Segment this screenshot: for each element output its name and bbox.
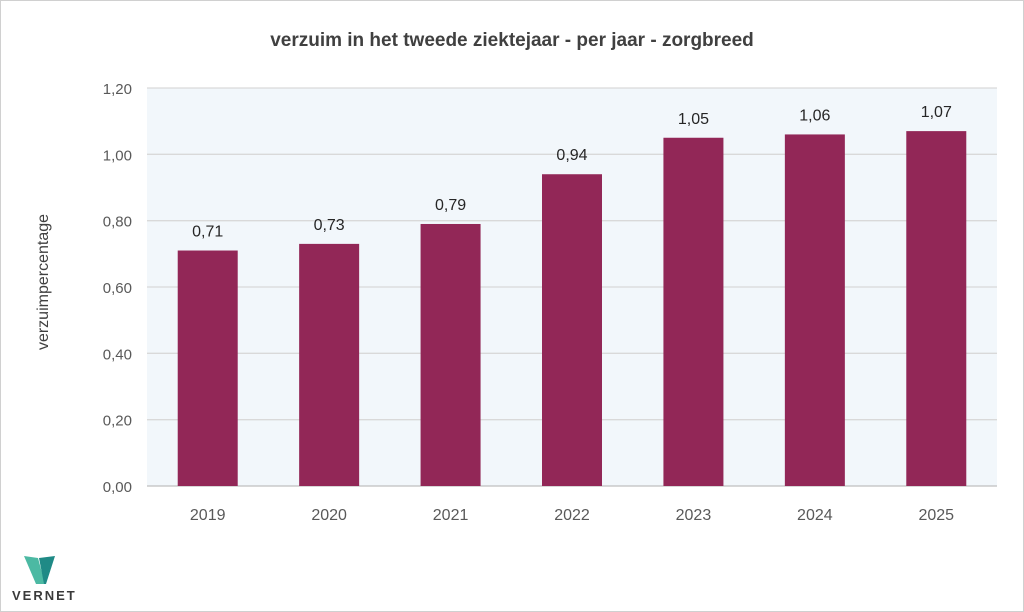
y-tick-label: 0,00 <box>103 479 132 496</box>
data-label: 1,05 <box>678 111 709 128</box>
bar-2024 <box>784 134 845 486</box>
data-label: 1,07 <box>921 104 952 121</box>
chart-title: verzuim in het tweede ziektejaar - per j… <box>270 30 754 51</box>
y-tick-label: 0,40 <box>103 346 132 363</box>
bar-2021 <box>420 223 481 486</box>
x-tick-label: 2023 <box>676 507 712 524</box>
x-tick-label: 2019 <box>190 507 226 524</box>
bar-2025 <box>906 131 967 486</box>
data-label: 1,06 <box>799 107 830 124</box>
bar-2022 <box>542 174 602 486</box>
data-label: 0,71 <box>192 224 223 241</box>
y-tick-label: 0,20 <box>103 413 132 430</box>
x-tick-label: 2021 <box>433 507 469 524</box>
x-tick-label: 2020 <box>311 507 347 524</box>
data-label: 0,79 <box>435 197 466 214</box>
data-label: 0,94 <box>556 147 587 164</box>
y-tick-label: 1,20 <box>103 81 132 98</box>
y-tick-label: 1,00 <box>103 147 132 164</box>
vernet-logo-icon <box>24 556 55 584</box>
vernet-logo-text: VERNET <box>12 588 77 603</box>
data-label: 0,73 <box>314 217 345 234</box>
x-tick-label: 2022 <box>554 507 590 524</box>
x-tick-label: 2024 <box>797 507 833 524</box>
x-tick-label: 2025 <box>918 507 954 524</box>
bar-2020 <box>299 243 360 486</box>
y-tick-label: 0,80 <box>103 214 132 231</box>
bar-2023 <box>663 137 724 486</box>
bar-2019 <box>177 250 238 486</box>
y-tick-label: 0,60 <box>103 280 132 297</box>
